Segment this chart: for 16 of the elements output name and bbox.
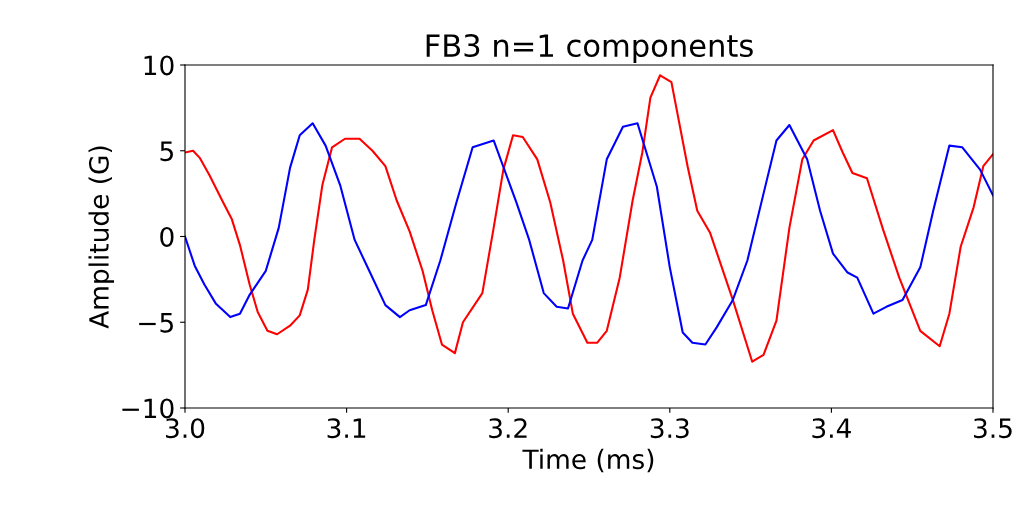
x-tick-label: 3.2 xyxy=(489,418,527,439)
x-tick-label: 3.5 xyxy=(974,418,1012,439)
x-tick-label: 3.0 xyxy=(166,418,205,439)
y-axis-title: Amplitude (G) xyxy=(88,146,115,329)
x-tick-label: 3.3 xyxy=(650,418,689,439)
y-tick-label: −10 xyxy=(122,398,174,419)
x-axis-title: Time (ms) xyxy=(522,448,654,473)
y-tick-label: 5 xyxy=(160,141,173,162)
line-series xyxy=(185,122,993,346)
y-tick-label: −5 xyxy=(139,313,173,333)
chart-title: FB3 n=1 components xyxy=(426,33,753,64)
y-tick-label: 10 xyxy=(144,55,174,76)
y-tick-label: 0 xyxy=(160,226,174,247)
line-series xyxy=(185,74,993,363)
x-tick-label: 3.4 xyxy=(812,418,851,439)
x-tick-label: 3.1 xyxy=(327,418,366,439)
